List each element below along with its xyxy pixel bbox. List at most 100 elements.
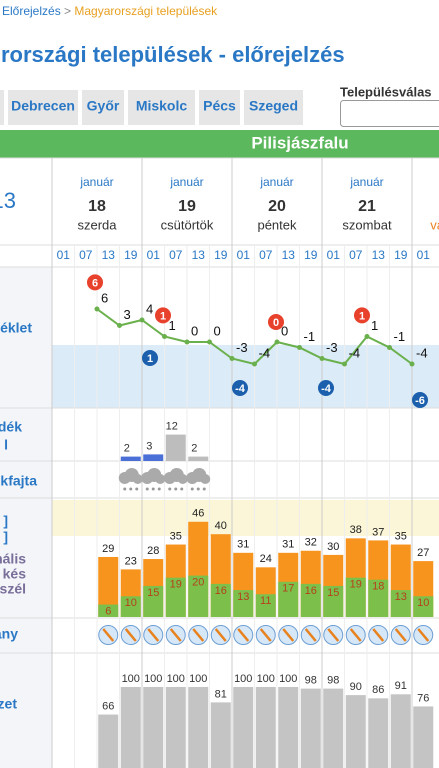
wind-bar — [210, 583, 231, 617]
gust-label: 38 — [350, 524, 362, 536]
drop — [196, 487, 200, 491]
cloud-bar — [413, 706, 434, 768]
precipitation-label: 12 — [166, 421, 178, 433]
cloud-part — [132, 474, 143, 484]
day-number: 20 — [268, 198, 286, 215]
drop — [123, 487, 127, 491]
gust-label: 40 — [215, 520, 227, 532]
wind-label: 13 — [395, 591, 407, 603]
temperature-point — [94, 306, 100, 312]
wind-direction-arrow — [237, 628, 250, 642]
drop — [180, 487, 184, 491]
wind-direction-icon — [233, 625, 254, 645]
tab[interactable] — [8, 90, 78, 125]
wind-direction-icon — [143, 625, 164, 645]
cloud-label: 100 — [144, 673, 162, 685]
weekday: vasárnap — [430, 217, 439, 232]
hour-label: 01 — [237, 248, 251, 262]
wind-label: 17 — [282, 583, 294, 595]
wind-bar — [345, 577, 366, 617]
temperature-label: -4 — [416, 345, 428, 360]
tab[interactable] — [0, 90, 4, 125]
min-badge-label: 1 — [147, 353, 153, 365]
temperature-label: -4 — [259, 345, 271, 360]
wind-direction-arrow — [192, 628, 205, 642]
tab[interactable] — [244, 90, 303, 125]
precipitation-label: 3 — [146, 440, 152, 452]
wind-bar — [323, 585, 344, 617]
gust-label: 30 — [327, 541, 339, 553]
drop — [145, 487, 149, 491]
tab-label: Pécs — [203, 98, 236, 114]
wind-direction-icon — [165, 625, 186, 645]
hour-label: 19 — [124, 248, 138, 262]
max-badge-label: 1 — [160, 310, 166, 322]
wind-direction-icon — [120, 625, 141, 645]
wind-label: 15 — [327, 587, 339, 599]
hour-label: 13 — [282, 248, 296, 262]
wind-bar — [278, 581, 299, 617]
wind-direction-icon — [188, 625, 209, 645]
precipitation-icon — [186, 468, 211, 491]
max-badge — [87, 274, 103, 291]
cloud-part — [200, 474, 211, 484]
temperature-label: 0 — [281, 323, 288, 338]
tab[interactable] — [199, 90, 240, 125]
max-badge-label: 1 — [359, 310, 365, 322]
cloud-part — [155, 474, 166, 484]
wind-direction-arrow — [147, 628, 160, 642]
temperature-label: 1 — [371, 318, 378, 333]
cloud-bar — [390, 694, 411, 768]
hour-label: 07 — [79, 248, 93, 262]
breadcrumb-sep: > — [61, 4, 75, 18]
wind-bar — [390, 590, 411, 617]
precipitation-icon — [141, 468, 166, 491]
cloud-label: 98 — [327, 675, 339, 687]
temperature-point — [364, 334, 370, 339]
tab[interactable] — [128, 90, 195, 125]
cloud-label: 100 — [167, 673, 185, 685]
min-badge — [412, 392, 428, 408]
temperature-point — [252, 361, 257, 367]
wind-direction-icon — [368, 625, 389, 645]
tab[interactable] — [82, 90, 124, 125]
hour-label: 01 — [417, 248, 431, 262]
temperature-point — [207, 339, 212, 345]
wind-direction-icon — [210, 625, 231, 645]
gust-label: 29 — [102, 543, 114, 555]
weekday: csütörtök — [161, 217, 214, 232]
drop — [151, 487, 155, 491]
wind-direction-icon — [98, 625, 119, 645]
min-badge — [232, 380, 248, 396]
wind-label: 10 — [125, 597, 137, 609]
temperature-point — [162, 334, 167, 339]
wind-bar — [368, 579, 389, 617]
weekday: péntek — [257, 217, 297, 232]
day-month: január — [259, 175, 293, 189]
tab-label: Debrecen — [11, 98, 75, 114]
wind-direction-arrow — [282, 628, 295, 642]
gust-label: 32 — [305, 537, 317, 549]
wind-direction-arrow — [169, 628, 182, 642]
temperature-label: 0 — [214, 323, 221, 338]
breadcrumb-link[interactable]: Előrejelzés — [2, 4, 61, 18]
wind-label: 16 — [305, 585, 317, 597]
cloud-label: 100 — [189, 673, 207, 685]
temperature-point — [319, 356, 325, 361]
drop — [168, 487, 172, 491]
temperature-label: -1 — [394, 329, 406, 344]
tab-label: Miskolc — [136, 98, 188, 114]
min-badge-label: -6 — [415, 395, 425, 407]
wind-direction-arrow — [394, 628, 407, 642]
row-label: ány — [0, 626, 18, 642]
row-label: szél — [0, 581, 26, 597]
temperature-point — [387, 345, 392, 350]
drop — [135, 487, 139, 491]
hour-label: 07 — [169, 248, 183, 262]
settlement-input[interactable] — [340, 100, 439, 127]
drop — [190, 487, 194, 491]
breadcrumb-current[interactable]: Magyarországi települések — [74, 4, 218, 18]
year: 13 — [0, 188, 16, 213]
wind-label: 11 — [260, 595, 271, 607]
